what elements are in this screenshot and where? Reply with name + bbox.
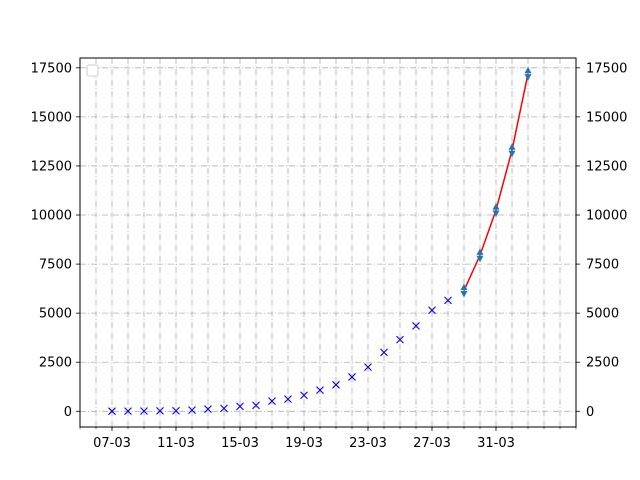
x-tick-label: 27-03	[413, 436, 451, 451]
data-point-x	[108, 407, 116, 416]
data-point-lower	[492, 210, 500, 218]
data-point-x	[332, 380, 340, 389]
data-point-x	[380, 348, 388, 357]
plot-area	[80, 58, 576, 427]
data-point-x	[188, 406, 196, 415]
y-tick-label-left: 2500	[39, 356, 72, 371]
legend-box	[86, 64, 99, 77]
x-tick-label: 23-03	[349, 436, 387, 451]
x-tick-label: 31-03	[477, 436, 515, 451]
y-tick-label-right: 7500	[586, 258, 619, 273]
y-tick-label-right: 5000	[586, 307, 619, 322]
plot-frame	[79, 57, 577, 428]
y-tick-label-left: 17500	[31, 61, 72, 76]
y-tick-label-right: 10000	[586, 209, 627, 224]
data-point-x	[348, 373, 356, 381]
data-point-x	[284, 395, 292, 404]
data-point-upper	[524, 66, 532, 74]
data-point-x	[428, 306, 436, 315]
data-point-upper	[508, 143, 516, 150]
axes: 07-03 11-03 15-03 19-03 23-03 27-03 31-03 0 0 250…	[31, 61, 628, 451]
data-point-x	[252, 401, 260, 410]
data-point-upper	[476, 248, 484, 255]
y-tick-label-right: 12500	[586, 159, 627, 174]
data-point-lower	[524, 74, 532, 81]
data-point-lower	[476, 255, 484, 263]
y-tick-label-left: 7500	[39, 258, 72, 273]
fit-line	[463, 73, 529, 291]
data-point-x	[268, 397, 276, 405]
x-tick-label: 07-03	[93, 436, 131, 451]
y-tick-label-right: 17500	[586, 61, 627, 76]
data-point-x	[140, 407, 148, 415]
data-point-x	[236, 402, 244, 411]
data-point-x	[444, 296, 452, 305]
data-point-x	[396, 335, 404, 344]
series-layer	[108, 66, 532, 416]
y-tick-label-left: 0	[64, 405, 72, 420]
y-tick-label-right: 0	[586, 405, 594, 420]
data-point-x	[300, 391, 308, 400]
x-tick-label: 19-03	[285, 436, 323, 451]
y-tick-label-right: 15000	[586, 110, 627, 125]
data-point-x	[124, 407, 132, 415]
data-point-lower	[508, 150, 516, 158]
x-tick-label: 15-03	[221, 436, 259, 451]
data-point-x	[316, 386, 324, 394]
y-tick-label-left: 15000	[31, 110, 72, 125]
y-tick-label-left: 5000	[39, 307, 72, 322]
y-tick-label-left: 12500	[31, 159, 72, 174]
data-point-x	[364, 363, 372, 372]
data-point-x	[172, 406, 180, 415]
y-tick-label-right: 2500	[586, 356, 619, 371]
data-point-x	[412, 322, 420, 330]
data-point-x	[220, 404, 228, 413]
data-point-x	[156, 407, 164, 415]
data-point-x	[204, 405, 212, 414]
data-point-lower	[460, 291, 468, 298]
y-tick-label-left: 10000	[31, 209, 72, 224]
x-tick-label: 11-03	[157, 436, 195, 451]
data-point-upper	[460, 283, 468, 291]
data-point-upper	[492, 203, 500, 210]
